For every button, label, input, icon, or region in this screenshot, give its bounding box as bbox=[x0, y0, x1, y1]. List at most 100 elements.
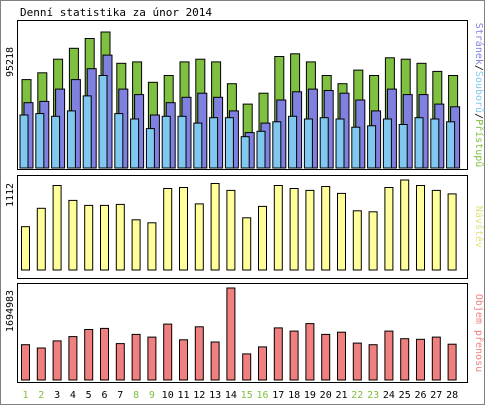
bar-traffic-day-28 bbox=[447, 343, 457, 381]
day-label-22: 22 bbox=[351, 390, 363, 401]
bar-files-day-7 bbox=[114, 113, 124, 169]
bar-visits-day-7 bbox=[115, 203, 125, 271]
bar-traffic-day-20 bbox=[321, 333, 331, 381]
bar-files-day-18 bbox=[288, 115, 298, 169]
bar-visits-day-24 bbox=[384, 187, 394, 271]
bar-files-day-9 bbox=[145, 128, 155, 169]
bar-files-day-25 bbox=[398, 124, 408, 169]
bar-files-day-15 bbox=[240, 136, 250, 169]
bar-traffic-day-4 bbox=[68, 336, 78, 381]
bar-traffic-day-27 bbox=[431, 336, 441, 381]
day-label-28: 28 bbox=[446, 390, 458, 401]
day-label-26: 26 bbox=[414, 390, 426, 401]
bar-files-day-28 bbox=[446, 121, 456, 169]
day-label-13: 13 bbox=[209, 390, 221, 401]
bar-files-day-12 bbox=[193, 122, 203, 169]
bar-traffic-day-10 bbox=[163, 323, 173, 381]
bar-traffic-day-7 bbox=[115, 343, 125, 381]
legend-pages-panel: Stránek/Souborů/Přístupů bbox=[473, 23, 485, 168]
bar-files-day-10 bbox=[161, 115, 171, 169]
legend-visits: Návštěv bbox=[473, 206, 485, 248]
bar-files-day-21 bbox=[335, 118, 345, 169]
bar-visits-day-2 bbox=[36, 207, 46, 271]
bar-visits-day-22 bbox=[352, 210, 362, 271]
legend-files: Souborů bbox=[473, 71, 485, 113]
bar-traffic-day-18 bbox=[289, 330, 299, 381]
bar-visits-day-27 bbox=[431, 189, 441, 271]
bar-files-day-4 bbox=[66, 110, 76, 169]
bar-visits-day-15 bbox=[242, 217, 252, 271]
bar-files-day-24 bbox=[382, 118, 392, 169]
bar-visits-day-1 bbox=[21, 226, 30, 271]
bar-visits-day-9 bbox=[147, 222, 157, 271]
bar-traffic-day-22 bbox=[352, 342, 362, 381]
bar-traffic-day-2 bbox=[36, 347, 46, 381]
ymax-label-visits: 1112 bbox=[5, 183, 16, 207]
bar-files-day-23 bbox=[367, 125, 377, 169]
bar-traffic-day-24 bbox=[384, 330, 394, 381]
bar-visits-day-3 bbox=[52, 185, 62, 271]
bar-files-day-20 bbox=[319, 117, 329, 169]
bars-traffic-panel bbox=[21, 287, 457, 381]
chart-title: Denní statistika za únor 2014 bbox=[20, 6, 212, 19]
day-label-24: 24 bbox=[383, 390, 395, 401]
day-label-16: 16 bbox=[256, 390, 268, 401]
bar-visits-day-20 bbox=[321, 186, 331, 271]
bar-traffic-day-12 bbox=[194, 326, 204, 381]
bar-files-day-5 bbox=[82, 95, 92, 169]
bar-files-day-8 bbox=[130, 118, 140, 169]
bar-traffic-day-1 bbox=[21, 344, 30, 381]
day-label-12: 12 bbox=[193, 390, 205, 401]
bar-files-day-13 bbox=[209, 117, 219, 169]
day-label-7: 7 bbox=[117, 390, 123, 401]
bar-visits-day-6 bbox=[100, 204, 109, 271]
day-label-27: 27 bbox=[430, 390, 442, 401]
bar-traffic-day-15 bbox=[242, 353, 252, 381]
day-label-8: 8 bbox=[133, 390, 139, 401]
bar-visits-day-13 bbox=[210, 183, 220, 271]
day-label-5: 5 bbox=[86, 390, 92, 401]
legend-hits: Přístupů bbox=[473, 119, 485, 167]
bar-visits-day-28 bbox=[447, 193, 457, 271]
bar-files-day-26 bbox=[414, 117, 424, 169]
bar-traffic-day-14 bbox=[226, 287, 236, 381]
bar-files-day-2 bbox=[35, 113, 45, 169]
bar-traffic-day-8 bbox=[131, 333, 141, 381]
bar-visits-day-19 bbox=[305, 189, 315, 271]
day-labels: 1 2 3 4 5 6 7 8 9 10 11 12 13 14 15 16 17 18 19 20 21 22 23 24 2… bbox=[22, 390, 458, 401]
bar-traffic-day-9 bbox=[147, 336, 157, 381]
bar-visits-day-18 bbox=[289, 188, 299, 271]
ymax-label-pages: 95218 bbox=[5, 47, 16, 77]
bar-traffic-day-5 bbox=[84, 329, 94, 381]
bar-visits-day-16 bbox=[258, 205, 267, 271]
bar-traffic-day-16 bbox=[258, 346, 267, 381]
bar-traffic-day-11 bbox=[179, 339, 188, 381]
day-label-17: 17 bbox=[272, 390, 284, 401]
day-label-15: 15 bbox=[241, 390, 253, 401]
bar-visits-day-26 bbox=[416, 185, 425, 271]
bar-files-day-27 bbox=[430, 118, 440, 169]
bar-files-day-11 bbox=[177, 115, 187, 169]
bar-visits-day-11 bbox=[179, 187, 188, 271]
bars-pages-panel bbox=[19, 31, 461, 169]
day-label-2: 2 bbox=[38, 390, 44, 401]
bar-visits-day-4 bbox=[68, 199, 78, 271]
bar-visits-day-10 bbox=[163, 188, 173, 271]
bar-traffic-day-23 bbox=[368, 344, 378, 381]
bar-traffic-day-26 bbox=[416, 338, 425, 381]
bar-visits-day-8 bbox=[131, 219, 141, 271]
day-label-18: 18 bbox=[288, 390, 300, 401]
legend-pages: Stránek bbox=[473, 23, 485, 65]
day-label-21: 21 bbox=[335, 390, 347, 401]
bar-visits-day-12 bbox=[194, 203, 204, 271]
day-label-10: 10 bbox=[162, 390, 174, 401]
bar-files-day-3 bbox=[51, 115, 61, 169]
bar-traffic-day-25 bbox=[400, 338, 410, 381]
bar-files-day-1 bbox=[19, 114, 29, 169]
bar-visits-day-5 bbox=[84, 204, 94, 271]
legend-sep-1: / bbox=[473, 65, 484, 71]
day-label-6: 6 bbox=[101, 390, 107, 401]
legend-sep-2: / bbox=[473, 113, 484, 119]
ymax-label-traffic: 1694983 bbox=[5, 290, 16, 332]
bar-traffic-day-19 bbox=[305, 323, 315, 381]
